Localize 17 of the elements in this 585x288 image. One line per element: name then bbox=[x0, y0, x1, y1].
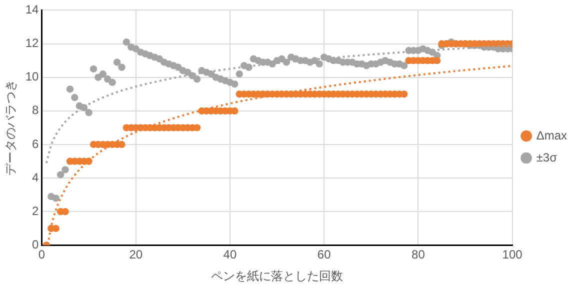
y-tick-label: 4 bbox=[32, 170, 40, 184]
legend-label: ±3σ bbox=[536, 150, 558, 164]
x-tick-label: 80 bbox=[412, 248, 426, 262]
y-tick-label: 6 bbox=[32, 136, 40, 151]
y-tick-label: 0 bbox=[32, 238, 40, 252]
legend-label: Δmax bbox=[536, 128, 567, 142]
x-tick-label: 20 bbox=[129, 248, 143, 262]
x-tick-label: 40 bbox=[223, 248, 237, 262]
y-tick-label: 8 bbox=[32, 103, 40, 118]
y-tick-label: 2 bbox=[32, 204, 40, 218]
y-tick-label: 10 bbox=[25, 70, 40, 84]
x-tick-label: 100 bbox=[502, 248, 523, 262]
y-tick-label: 14 bbox=[25, 2, 40, 17]
y-axis-title: データのバラつき bbox=[4, 80, 18, 176]
x-axis-title: ペンを紙に落とした回数 bbox=[211, 269, 344, 284]
x-tick-label: 60 bbox=[317, 248, 332, 262]
y-tick-label: 12 bbox=[25, 36, 40, 50]
